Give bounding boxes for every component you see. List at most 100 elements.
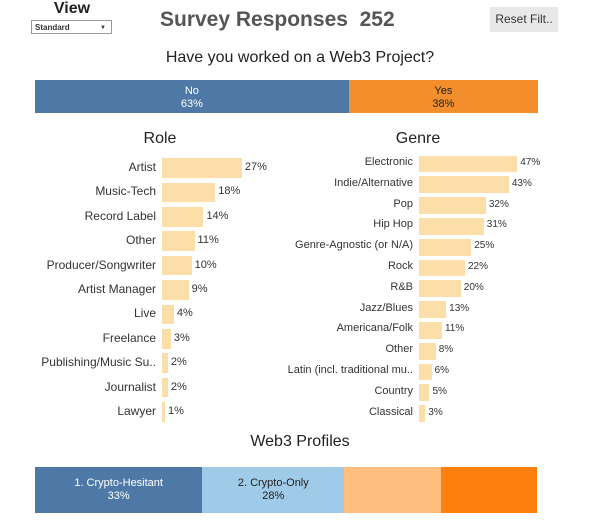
genre-label: Electronic [364,156,413,168]
genre-label: Hip Hop [373,218,413,231]
genre-pct: 6% [434,365,449,376]
genre-pct: 11% [444,323,465,335]
role-bar[interactable] [162,329,171,349]
role-bar[interactable] [162,377,168,398]
role-bar[interactable] [162,182,216,203]
genre-bar[interactable] [419,238,472,256]
role-label: Publishing/Music Su.. [41,355,156,370]
profiles-bar: 1. Crypto-Hesitant 33% 2. Crypto-Only 28% [35,467,537,513]
genre-bar[interactable] [419,259,465,277]
genre-bar[interactable] [419,218,484,235]
segment-pct: 33% [107,490,130,502]
role-bar[interactable] [162,207,204,227]
role-bar[interactable] [162,353,168,373]
role-pct: 2% [170,356,187,369]
role-bar[interactable] [162,158,242,178]
role-label: Producer/Songwriter [46,257,156,272]
genre-pct: 31% [486,219,507,231]
genre-pct: 5% [432,385,447,397]
genre-bar[interactable] [419,155,518,173]
role-pct: 4% [176,307,193,320]
role-label: Music-Tech [95,184,156,199]
response-count: 252 [359,8,395,31]
view-dropdown[interactable]: Standard ▼ [31,20,112,34]
segment-label: 2. Crypto-Only [237,477,309,489]
segment-yes[interactable]: Yes 38% [348,80,538,113]
role-label: Artist [128,160,156,174]
profiles-title: Web3 Profiles [250,433,350,450]
role-label: Journalist [104,379,156,394]
role-pct: 27% [244,161,267,173]
role-pct: 18% [218,185,241,198]
segment-2-crypto-only[interactable]: 2. Crypto-Only 28% [202,467,345,513]
role-bar[interactable] [162,231,195,251]
role-pct: 10% [194,258,217,271]
genre-label: Americana/Folk [336,322,413,335]
role-label: Freelance [102,330,156,345]
segment-pct: 63% [180,98,203,110]
genre-pct: 32% [488,198,509,210]
genre-label: Classical [368,405,413,418]
segment-label: No [184,85,199,97]
view-label: View [53,0,91,17]
role-pct: 2% [170,380,187,393]
genre-bar[interactable] [419,342,436,360]
genre-label: R&B [390,280,413,293]
genre-bar[interactable] [419,197,486,214]
genre-pct: 20% [463,281,484,293]
genre-bar[interactable] [419,301,447,318]
genre-bar[interactable] [419,176,509,194]
role-label: Lawyer [117,404,156,418]
role-title: Role [143,130,177,147]
role-bar[interactable] [162,402,165,422]
segment-unlabeled-2[interactable] [344,467,441,513]
role-pct: 11% [197,234,219,247]
web3-bar: No 63% Yes 38% [35,80,538,113]
role-pct: 3% [173,331,190,344]
segment-unlabeled-3[interactable] [440,467,537,513]
genre-label: Indie/Alternative [334,176,413,189]
segment-1-crypto-hesitant[interactable]: 1. Crypto-Hesitant 33% [35,467,203,513]
genre-label: Jazz/Blues [359,301,413,314]
role-label: Live [133,306,156,321]
role-label: Record Label [84,208,156,223]
genre-label: Rock [387,260,413,272]
genre-label: Country [374,384,413,397]
genre-pct: 13% [449,302,470,314]
role-label: Artist Manager [77,282,156,296]
segment-label: 1. Crypto-Hesitant [74,477,163,489]
genre-pct: 43% [511,177,532,189]
genre-bar[interactable] [419,384,430,402]
segment-label: Yes [434,85,453,97]
genre-pct: 25% [474,240,495,252]
chevron-down-icon: ▼ [100,25,106,31]
genre-bar[interactable] [419,363,432,381]
reset-filters-button[interactable]: Reset Filt.. [490,7,558,32]
genre-pct: 22% [467,261,488,272]
genre-bar[interactable] [419,322,442,339]
role-pct: 1% [167,405,184,417]
title-text: Survey Responses [160,8,348,31]
role-bar[interactable] [162,280,189,300]
genre-pct: 3% [428,406,443,418]
genre-label: Other [385,343,413,356]
genre-label: Genre-Agnostic (or N/A) [295,239,413,252]
genre-pct: 47% [520,157,541,168]
role-pct: 9% [191,283,208,295]
role-bar[interactable] [162,304,174,325]
role-bar[interactable] [162,255,192,276]
segment-no[interactable]: No 63% [35,80,349,113]
genre-label: Latin (incl. traditional mu.. [287,364,413,376]
role-label: Other [125,233,156,248]
role-pct: 14% [206,209,229,222]
genre-pct: 8% [438,344,454,356]
genre-bar[interactable] [419,405,426,422]
page-title: Survey Responses 252 [160,8,395,32]
segment-pct: 28% [262,490,285,502]
view-value: Standard [35,23,70,32]
segment-pct: 38% [432,98,455,110]
web3-question: Have you worked on a Web3 Project? [165,49,435,66]
genre-title: Genre [395,130,441,147]
genre-bar[interactable] [419,280,461,298]
genre-label: Pop [393,197,413,210]
